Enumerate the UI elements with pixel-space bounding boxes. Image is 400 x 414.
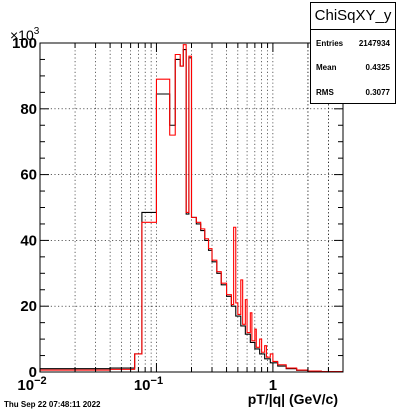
stats-mean-value: 0.4325 — [365, 63, 390, 72]
stats-box: ChiSqXY_y Entries 2147934 Mean 0.4325 RM… — [310, 2, 396, 104]
stats-entries-value: 2147934 — [358, 39, 390, 48]
x-tick-label-base: 1 — [269, 377, 277, 394]
x-tick-label-base: 10 — [134, 377, 151, 394]
x-axis-title: pT/|q| (GeV/c) — [248, 391, 338, 407]
y-exponent-power: 3 — [34, 26, 40, 37]
stats-rms-row: RMS 0.3077 — [316, 88, 390, 97]
timestamp: Thu Sep 22 07:48:11 2022 — [4, 400, 101, 409]
x-tick-label-base: 10 — [17, 377, 34, 394]
x-tick-label: 1 — [269, 377, 277, 394]
y-tick-label: 80 — [20, 101, 37, 118]
x-tick-label: 10−1 — [134, 375, 163, 394]
x-tick-label-power: −2 — [34, 375, 47, 387]
y-exponent-base: ×10 — [10, 27, 34, 43]
stats-entries-label: Entries — [316, 39, 344, 48]
x-tick-label-power: −1 — [151, 375, 164, 387]
stats-title: ChiSqXY_y — [311, 3, 395, 30]
stats-rms-value: 0.3077 — [365, 88, 390, 97]
y-exponent-label: ×103 — [10, 26, 40, 43]
stats-entries-row: Entries 2147934 — [316, 39, 390, 48]
y-tick-label: 60 — [20, 167, 37, 184]
y-tick-label: 0 — [29, 364, 37, 381]
stats-mean-row: Mean 0.4325 — [316, 63, 390, 72]
y-tick-label: 40 — [20, 232, 37, 249]
y-tick-label: 100 — [12, 35, 37, 52]
histogram-series-1 — [39, 44, 343, 373]
x-tick-label: 10−2 — [17, 375, 46, 394]
histogram-series — [39, 44, 343, 373]
stats-rms-label: RMS — [316, 88, 334, 97]
axis-ticks — [39, 42, 344, 373]
stats-mean-label: Mean — [316, 63, 337, 72]
y-tick-label: 20 — [20, 298, 37, 315]
